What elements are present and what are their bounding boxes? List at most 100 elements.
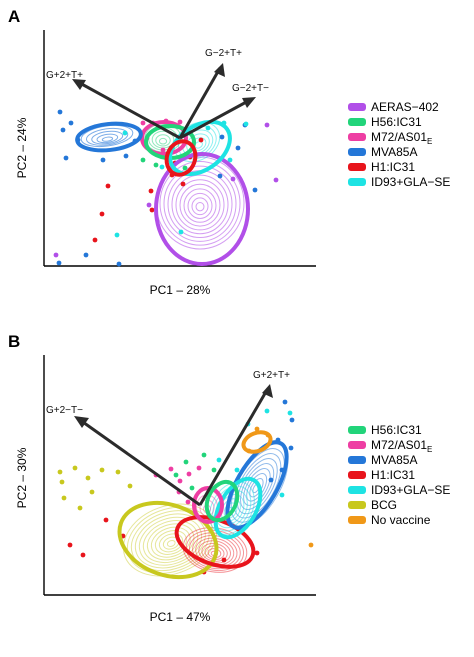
- density-contour: [134, 513, 206, 569]
- data-point: [56, 260, 62, 266]
- legend-entry-label: BCG: [371, 498, 397, 512]
- density-contour: [171, 174, 229, 235]
- data-point: [201, 452, 207, 458]
- data-point: [67, 542, 73, 548]
- data-point: [114, 232, 120, 238]
- legend-swatch: [348, 471, 366, 479]
- legend-entry-label: ID93+GLA−SE: [371, 175, 450, 189]
- data-point: [252, 187, 258, 193]
- density-contour: [212, 485, 252, 532]
- points-a: [53, 109, 279, 267]
- arrowhead: [72, 79, 86, 90]
- data-point: [116, 261, 122, 267]
- data-point: [211, 467, 217, 473]
- density-contour: [138, 516, 203, 566]
- confidence-ellipse: [140, 120, 188, 156]
- data-point: [77, 505, 83, 511]
- density-contour: [96, 133, 119, 144]
- legend-swatch: [348, 456, 366, 464]
- panel-a: A PC1 – 28% PC2 – 24% G+2+T+ G−2+T+ G−2+…: [8, 7, 450, 297]
- arrowhead: [214, 63, 225, 77]
- density-contour: [187, 192, 213, 219]
- data-point: [99, 211, 105, 217]
- legend-entry-label: AERAS−402: [371, 100, 439, 114]
- confidence-ellipse: [164, 139, 198, 177]
- confidence-ellipse: [204, 479, 240, 523]
- density-contour: [166, 539, 176, 547]
- data-point: [57, 469, 63, 475]
- data-point: [83, 252, 89, 258]
- data-point: [123, 153, 129, 159]
- loading-arrows-b: G+2+T+ G+2−T−: [46, 370, 290, 507]
- legend-swatch: [348, 516, 366, 524]
- data-point: [216, 457, 222, 463]
- legend-swatch: [348, 133, 366, 141]
- confidence-ellipse: [225, 440, 289, 530]
- data-point: [221, 557, 227, 563]
- data-point: [273, 177, 279, 183]
- data-point: [72, 465, 78, 471]
- data-point: [92, 237, 98, 243]
- density-contour: [243, 468, 271, 506]
- data-point: [127, 483, 133, 489]
- data-point: [85, 475, 91, 481]
- legend-entry-label: H56:IC31: [371, 423, 422, 437]
- data-point: [153, 162, 159, 168]
- data-point: [308, 542, 314, 548]
- density-contour: [163, 165, 237, 242]
- data-point: [235, 145, 241, 151]
- data-point: [89, 489, 95, 495]
- loading-label: G−2+T+: [205, 48, 242, 59]
- data-point: [53, 252, 59, 258]
- data-point: [57, 109, 63, 115]
- density-contour: [192, 535, 238, 568]
- x-axis-title-b: PC1 – 47%: [150, 610, 211, 624]
- density-contour: [154, 530, 187, 555]
- data-point: [168, 466, 174, 472]
- legend-subscript: E: [427, 137, 432, 146]
- data-point: [115, 469, 121, 475]
- arrowhead: [262, 384, 273, 398]
- density-contour: [159, 161, 241, 246]
- data-point: [80, 552, 86, 558]
- legend-swatch: [348, 426, 366, 434]
- legend-swatch: [348, 118, 366, 126]
- legend-a: AERAS−402H56:IC31M72/AS01EMVA85AH1:IC31I…: [348, 100, 450, 189]
- data-point: [140, 157, 146, 163]
- data-point: [177, 478, 183, 484]
- density-contour: [85, 127, 129, 146]
- panel-letter-b: B: [8, 332, 20, 351]
- density-contour: [191, 197, 209, 216]
- legend-entry-label: MVA85A: [371, 453, 417, 467]
- loading-label: G−2+T−: [232, 83, 269, 94]
- density-contour: [194, 141, 203, 149]
- data-point: [264, 122, 270, 128]
- x-axis-title-a: PC1 – 28%: [150, 283, 211, 297]
- data-point: [180, 181, 186, 187]
- data-point: [279, 492, 285, 498]
- data-point: [289, 417, 295, 423]
- loading-label: G+2−T−: [46, 405, 83, 416]
- legend-entry-label: H1:IC31: [371, 468, 415, 482]
- data-point: [183, 459, 189, 465]
- data-point: [264, 408, 270, 414]
- legend-swatch: [348, 103, 366, 111]
- data-point: [103, 517, 109, 523]
- density-contour: [155, 134, 171, 147]
- loading-arrow: [77, 80, 181, 140]
- legend-swatch: [348, 163, 366, 171]
- data-point: [185, 499, 191, 505]
- density-contour: [91, 130, 124, 145]
- data-point: [60, 127, 66, 133]
- density-contour: [179, 183, 221, 227]
- data-point: [140, 120, 146, 126]
- points-b: [57, 399, 314, 575]
- data-point: [59, 479, 65, 485]
- confidence-ellipse: [192, 486, 224, 524]
- density-contour: [142, 520, 199, 564]
- ellipses-a: [75, 119, 250, 266]
- data-point: [182, 165, 188, 171]
- legend-swatch: [348, 501, 366, 509]
- data-point: [61, 495, 67, 501]
